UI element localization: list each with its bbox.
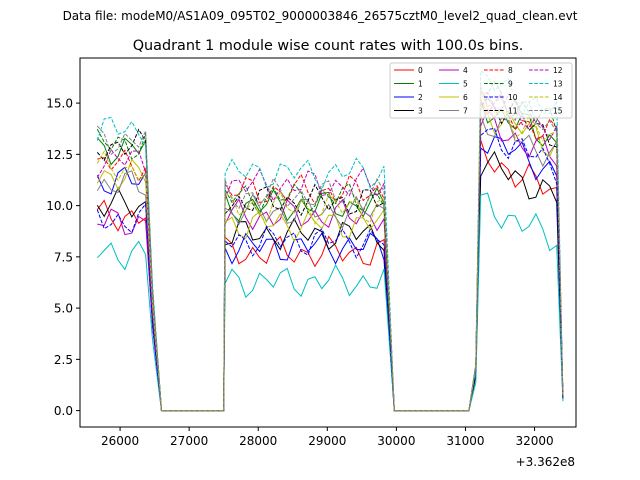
y-tick-label: 0.0 <box>54 404 73 418</box>
y-tick-label: 10.0 <box>46 199 73 213</box>
x-axis: 26000 27000 28000 29000 30000 31000 32000 <box>101 427 554 448</box>
y-tick-label: 15.0 <box>46 97 73 111</box>
legend-label-13: 13 <box>553 80 563 89</box>
x-tick-label: 26000 <box>101 434 139 448</box>
series-line-5 <box>96 192 564 412</box>
x-tick-label: 31000 <box>446 434 484 448</box>
legend-label-8: 8 <box>508 66 513 75</box>
legend-frame <box>389 62 573 119</box>
legend-label-4: 4 <box>463 66 468 75</box>
y-axis: 0.0 2.5 5.0 7.5 10.0 12.5 15.0 <box>46 97 80 418</box>
y-tick-label: 7.5 <box>54 250 73 264</box>
y-tick-label: 2.5 <box>54 353 73 367</box>
legend-label-5: 5 <box>463 80 468 89</box>
series-line-10 <box>96 127 564 412</box>
y-tick-label: 5.0 <box>54 302 73 316</box>
legend-label-1: 1 <box>418 80 423 89</box>
legend-label-11: 11 <box>508 107 518 116</box>
x-tick-label: 29000 <box>308 434 346 448</box>
legend-label-12: 12 <box>553 66 563 75</box>
legend-label-9: 9 <box>508 80 513 89</box>
x-tick-label: 30000 <box>377 434 415 448</box>
x-tick-label: 28000 <box>239 434 277 448</box>
x-offset-label: +3.362e8 <box>516 455 575 469</box>
legend-label-7: 7 <box>463 107 468 116</box>
x-tick-label: 27000 <box>170 434 208 448</box>
axes-frame <box>79 57 577 428</box>
legend-label-14: 14 <box>553 93 563 102</box>
series-line-15 <box>96 85 564 412</box>
legend-label-15: 15 <box>553 107 563 116</box>
suptitle: Data file: modeM0/AS1A09_095T02_90000038… <box>63 9 578 23</box>
y-tick-label: 12.5 <box>46 148 73 162</box>
legend-label-2: 2 <box>418 93 423 102</box>
legend-label-0: 0 <box>418 66 423 75</box>
legend-label-10: 10 <box>508 93 518 102</box>
x-tick-label: 32000 <box>515 434 553 448</box>
legend-label-6: 6 <box>463 93 468 102</box>
legend-label-3: 3 <box>418 107 423 116</box>
chart-title: Quadrant 1 module wise count rates with … <box>133 38 524 54</box>
